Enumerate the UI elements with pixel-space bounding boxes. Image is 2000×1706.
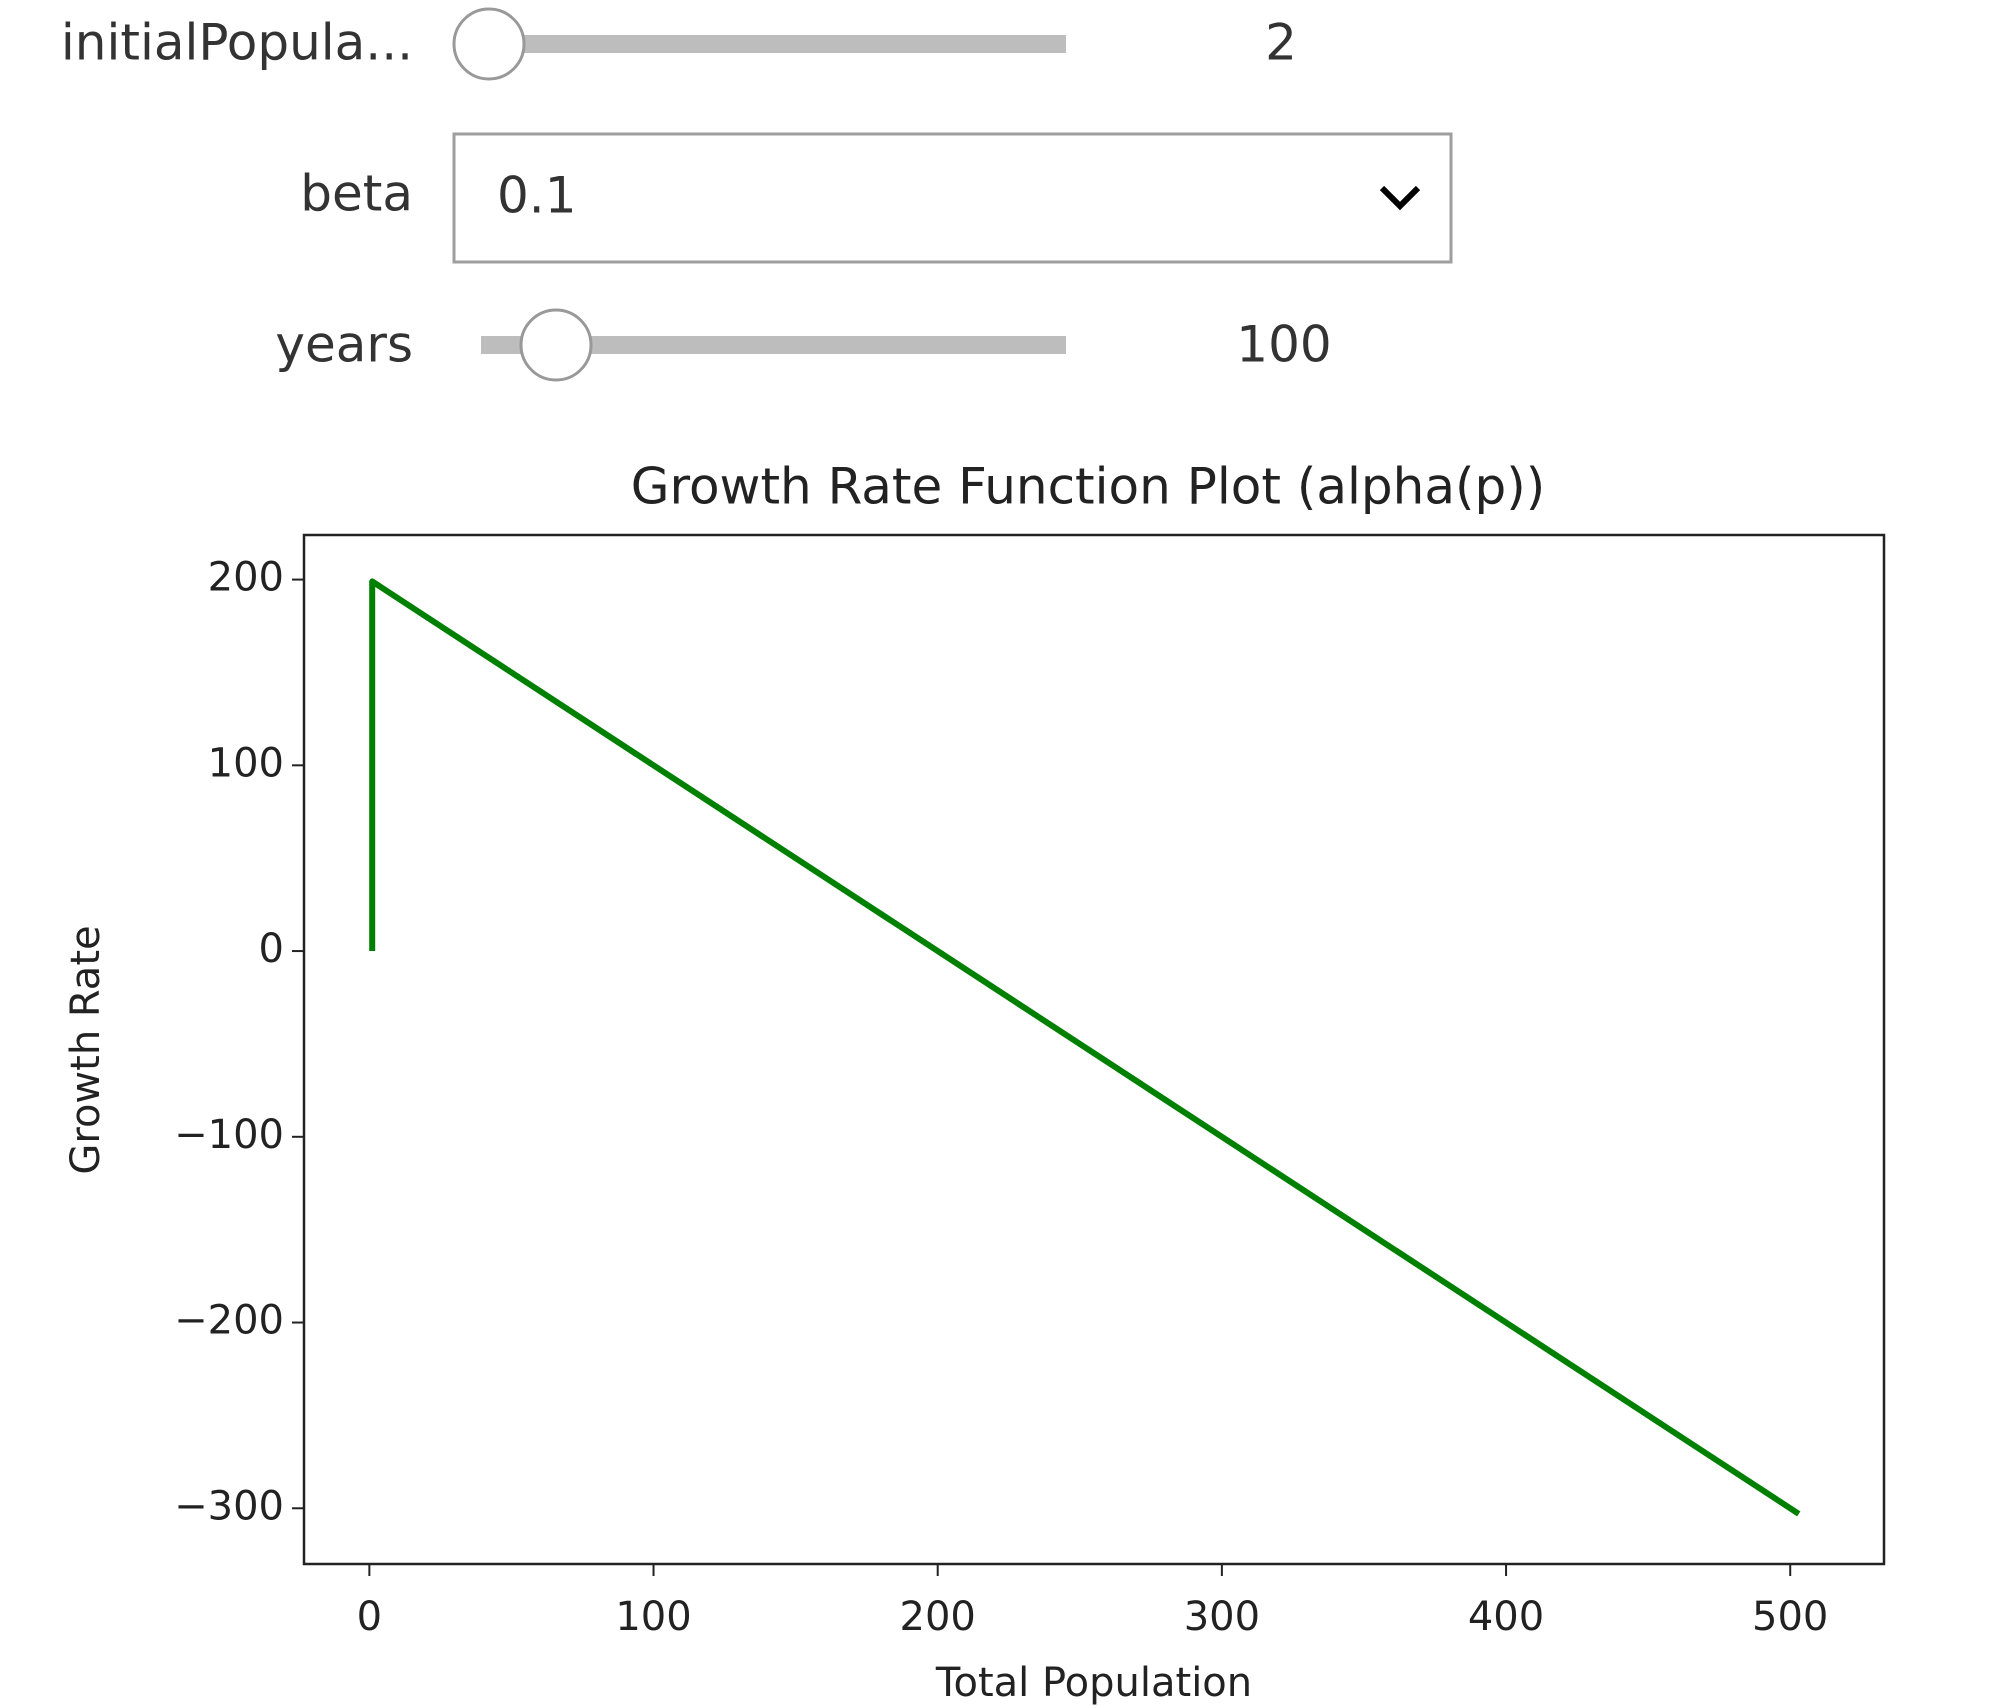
slider-label: years bbox=[275, 316, 413, 374]
y-tick-label: −100 bbox=[174, 1112, 284, 1158]
slider-thumb[interactable] bbox=[519, 308, 593, 382]
x-tick-label: 100 bbox=[615, 1594, 691, 1640]
dropdown-value: 0.1 bbox=[497, 167, 577, 225]
dropdown-chevron bbox=[1379, 185, 1421, 211]
x-tick-label: 300 bbox=[1184, 1594, 1260, 1640]
slider-label: initialPopula... bbox=[61, 14, 413, 72]
y-tick-label: 100 bbox=[208, 740, 284, 786]
chart-title: Growth Rate Function Plot (alpha(p)) bbox=[631, 458, 1545, 516]
x-tick-label: 400 bbox=[1468, 1594, 1544, 1640]
plot-frame bbox=[302, 533, 1886, 1566]
dropdown-label: beta bbox=[300, 165, 413, 223]
y-axis-label: Growth Rate bbox=[63, 925, 109, 1174]
x-tick-label: 0 bbox=[357, 1594, 382, 1640]
dropdown[interactable] bbox=[452, 132, 1453, 264]
slider-thumb[interactable] bbox=[452, 7, 526, 81]
y-tick-label: 0 bbox=[259, 926, 284, 972]
x-axis-label: Total Population bbox=[935, 1660, 1252, 1706]
x-tick-label: 500 bbox=[1752, 1594, 1828, 1640]
slider-value: 2 bbox=[1265, 14, 1297, 72]
y-tick-label: −200 bbox=[174, 1298, 284, 1344]
slider-value: 100 bbox=[1236, 316, 1331, 374]
y-tick-label: 200 bbox=[208, 555, 284, 601]
x-tick-label: 200 bbox=[900, 1594, 976, 1640]
y-tick-label: −300 bbox=[174, 1483, 284, 1529]
line bbox=[369, 578, 1801, 1517]
